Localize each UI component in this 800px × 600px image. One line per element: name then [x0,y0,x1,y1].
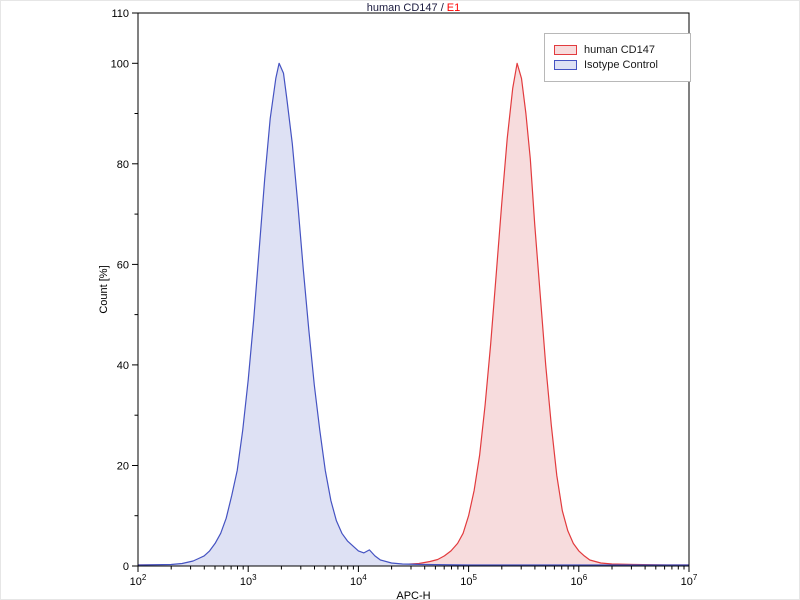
y-axis-label: Count [%] [98,265,110,313]
x-tick-exponent: 4 [362,573,367,582]
x-tick-label: 104 [350,573,367,588]
y-tick-label: 40 [117,360,129,372]
legend-entry-human-cd147: human CD147 [554,44,681,56]
x-tick-exponent: 2 [142,573,147,582]
y-tick-label: 110 [111,8,129,20]
y-tick-label: 60 [117,259,129,271]
legend-label-human-cd147: human CD147 [584,44,655,56]
x-tick-base: 10 [460,576,472,588]
y-tick-label: 0 [123,561,129,573]
legend-entry-isotype-control: Isotype Control [554,59,681,71]
x-tick-base: 10 [240,576,252,588]
histogram-area-isotype-control [138,63,689,567]
histogram-curve-human-cd147 [138,62,689,566]
x-tick-base: 10 [681,576,693,588]
x-tick-label: 107 [681,573,698,588]
x-tick-exponent: 6 [583,573,588,582]
x-tick-exponent: 3 [252,573,257,582]
y-tick-label: 80 [117,159,129,171]
x-axis-label: APC-H [396,590,430,600]
chart-title-sample: E1 [446,2,461,14]
x-tick-label: 105 [460,573,477,588]
chart-title-main: human CD147 / [366,2,444,14]
legend-label-isotype-control: Isotype Control [584,59,658,71]
x-tick-base: 10 [130,576,142,588]
x-tick-exponent: 7 [693,573,698,582]
plot-border [137,12,690,567]
histogram-curve-isotype-control [137,62,689,566]
legend-swatch-human-cd147 [554,45,577,55]
x-tick-label: 102 [130,573,147,588]
x-tick-exponent: 5 [472,573,477,582]
y-tick-label: 100 [111,58,129,70]
x-tick-base: 10 [350,576,362,588]
x-tick-label: 103 [240,573,257,588]
y-tick-label: 20 [117,461,129,473]
x-tick-label: 106 [570,573,587,588]
legend: human CD147 Isotype Control [544,33,691,82]
chart-title: human CD147 /E1 [138,2,689,15]
x-tick-base: 10 [570,576,582,588]
legend-swatch-isotype-control [554,60,577,70]
histogram-area-human-cd147 [138,63,689,567]
